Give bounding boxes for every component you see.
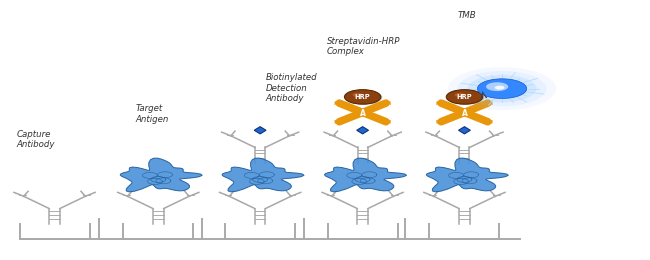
Polygon shape	[483, 120, 493, 124]
Polygon shape	[483, 101, 493, 105]
Text: Target
Antigen: Target Antigen	[136, 104, 169, 124]
Circle shape	[448, 67, 556, 110]
Circle shape	[467, 75, 537, 102]
Text: A: A	[359, 109, 365, 118]
Polygon shape	[381, 120, 391, 124]
Circle shape	[477, 79, 526, 99]
Polygon shape	[324, 158, 406, 192]
Polygon shape	[222, 158, 304, 192]
Polygon shape	[458, 127, 471, 134]
Circle shape	[352, 93, 363, 97]
Circle shape	[344, 90, 381, 104]
Text: HRP: HRP	[355, 94, 370, 100]
Circle shape	[458, 71, 547, 106]
Text: TMB: TMB	[458, 11, 476, 20]
Polygon shape	[357, 127, 369, 134]
Polygon shape	[254, 127, 266, 134]
Polygon shape	[334, 120, 344, 124]
Polygon shape	[334, 101, 344, 105]
Polygon shape	[436, 120, 446, 124]
Text: HRP: HRP	[457, 94, 473, 100]
Circle shape	[495, 86, 504, 90]
Text: Capture
Antibody: Capture Antibody	[17, 130, 55, 150]
Polygon shape	[120, 158, 202, 192]
Circle shape	[448, 90, 484, 105]
Circle shape	[447, 90, 482, 104]
Text: A: A	[462, 109, 467, 118]
Polygon shape	[381, 101, 391, 105]
Circle shape	[454, 93, 465, 97]
Circle shape	[346, 90, 382, 105]
Polygon shape	[426, 158, 508, 192]
Text: Streptavidin-HRP
Complex: Streptavidin-HRP Complex	[327, 37, 400, 56]
Circle shape	[486, 82, 508, 91]
Polygon shape	[436, 101, 446, 105]
Text: Biotinylated
Detection
Antibody: Biotinylated Detection Antibody	[265, 73, 317, 103]
